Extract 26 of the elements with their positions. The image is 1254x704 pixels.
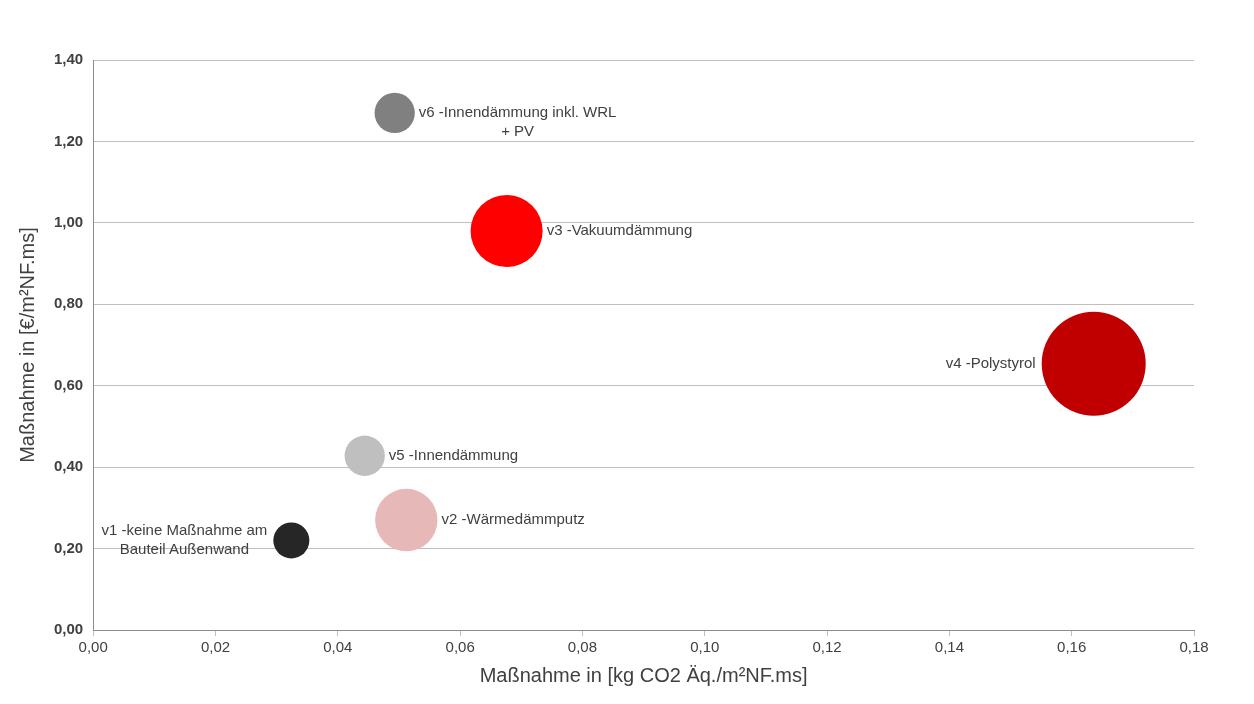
y-tick-label: 0,40 — [53, 457, 84, 475]
series-label: v1 -keine Maßnahme am Bauteil Außenwand — [101, 521, 268, 558]
series-label: v2 -Wärmedämmputz — [441, 510, 585, 528]
x-tick-label: 0,12 — [812, 638, 842, 656]
series-label: v6 -Innendämmung inkl. WRL + PV — [418, 103, 617, 140]
y-tick-label: 1,20 — [53, 131, 84, 149]
series-label: v5 -Innendämmung — [388, 445, 519, 463]
x-tick-label: 0,16 — [1057, 638, 1087, 656]
x-tick-label: 0,08 — [567, 638, 598, 656]
x-tick-label: 0,06 — [445, 638, 475, 656]
y-tick-label: 1,40 — [53, 50, 84, 68]
series-label: v3 -Vakuumdämmung — [546, 221, 693, 239]
series-label: v4 -Polystyrol — [945, 353, 1036, 371]
x-tick-label: 0,14 — [934, 638, 964, 656]
x-tick-label: 0,02 — [200, 638, 231, 656]
y-tick-label: 1,00 — [53, 213, 84, 230]
x-axis-title: Maßnahme in [kg CO2 Äq./m²NF.ms] — [479, 663, 808, 686]
x-tick-label: 0,00 — [78, 638, 108, 656]
y-axis-title: Maßnahme in [€/m²NF.ms] — [15, 227, 38, 463]
x-tick-label: 0,04 — [323, 638, 353, 656]
y-tick-label: 0,60 — [53, 375, 84, 393]
y-tick-label: 0,20 — [53, 538, 84, 556]
y-tick-label: 0,00 — [53, 620, 84, 638]
y-tick-label: 0,80 — [53, 294, 84, 312]
x-tick-label: 0,10 — [690, 638, 720, 656]
x-tick-label: 0,18 — [1179, 638, 1209, 656]
